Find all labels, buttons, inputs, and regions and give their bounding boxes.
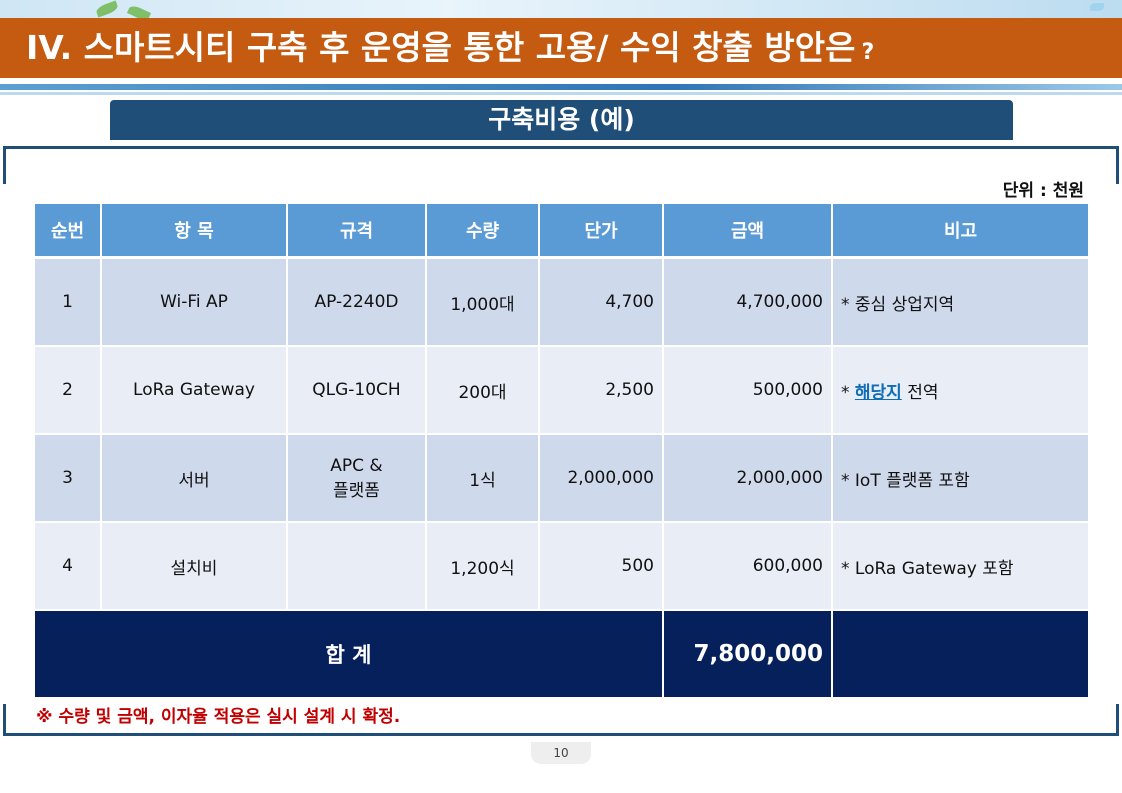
cell-note: * 중심 상업지역 [832,257,1090,347]
cell-no: 3 [35,434,102,523]
page-title-suffix: ? [861,40,875,65]
cell-note: * 해당지 전역 [832,346,1090,435]
cell-item: Wi-Fi AP [101,257,288,347]
cell-spec: APC & 플랫폼 [287,434,427,523]
cell-item: 설치비 [101,522,288,611]
cell-note: * IoT 플랫폼 포함 [832,434,1090,523]
page-number: 10 [531,742,591,764]
frame-border [3,733,1119,736]
cell-amount: 500,000 [663,346,833,435]
cell-no: 2 [35,346,102,435]
note-suffix: 전역 [901,382,939,403]
cell-no: 4 [35,522,102,611]
table-row: 4 설치비 1,200식 500 600,000 * LoRa Gateway … [35,522,1090,611]
cell-unit-price: 2,500 [539,346,664,435]
divider [0,92,1122,95]
cell-spec: AP-2240D [287,257,427,347]
cell-no: 1 [35,257,102,347]
cell-note: * LoRa Gateway 포함 [832,522,1090,611]
cell-unit-price: 2,000,000 [539,434,664,523]
unit-label: 단위 : 천원 [1002,181,1084,201]
cell-unit-price: 500 [539,522,664,611]
column-header: 수량 [426,204,540,259]
spec-line: APC & [330,455,383,476]
table-row: 2 LoRa Gateway QLG-10CH 200대 2,500 500,0… [35,346,1090,435]
top-decoration [0,0,1122,18]
spec-line: 플랫폼 [333,480,380,501]
table-row: 3 서버 APC & 플랫폼 1식 2,000,000 2,000,000 * I… [35,434,1090,523]
cell-item: LoRa Gateway [101,346,288,435]
column-header: 순번 [35,204,102,259]
table-row: 1 Wi-Fi AP AP-2240D 1,000대 4,700 4,700,0… [35,257,1090,347]
page-title-bar: IV. 스마트시티 구축 후 운영을 통한 고용/ 수익 창출 방안은? [0,18,1122,78]
page-title: IV. 스마트시티 구축 후 운영을 통한 고용/ 수익 창출 방안은 [26,28,856,67]
frame-border [1116,146,1119,184]
frame-border [3,146,6,184]
cell-spec: QLG-10CH [287,346,427,435]
cell-amount: 2,000,000 [663,434,833,523]
divider [0,84,1122,90]
note-link[interactable]: 해당지 [854,382,902,403]
cell-qty: 1식 [426,434,540,523]
frame-border [3,704,6,736]
column-header: 규격 [287,204,427,259]
leaf-decoration [1090,3,1104,11]
column-header: 단가 [539,204,664,259]
cell-item: 서버 [101,434,288,523]
cell-qty: 1,000대 [426,257,540,347]
cell-qty: 200대 [426,346,540,435]
total-row: 합 계 7,800,000 [35,610,1090,699]
total-note-empty [832,610,1090,699]
note-prefix: * [841,382,855,403]
section-title: 구축비용 (예) [110,100,1013,140]
cell-qty: 1,200식 [426,522,540,611]
frame-border [1116,704,1119,736]
column-header: 비고 [832,204,1090,259]
cell-unit-price: 4,700 [539,257,664,347]
footnote: ※ 수량 및 금액, 이자율 적용은 실시 설계 시 확정. [36,707,401,727]
cell-spec [287,522,427,611]
cell-amount: 4,700,000 [663,257,833,347]
total-label: 합 계 [35,610,664,699]
cost-table: 순번 항 목 규격 수량 단가 금액 비고 1 Wi-Fi AP AP-2240… [35,204,1090,699]
frame-border [3,146,1119,149]
cell-amount: 600,000 [663,522,833,611]
column-header: 항 목 [101,204,288,259]
table-header-row: 순번 항 목 규격 수량 단가 금액 비고 [35,204,1090,259]
column-header: 금액 [663,204,833,259]
total-amount: 7,800,000 [663,610,833,699]
